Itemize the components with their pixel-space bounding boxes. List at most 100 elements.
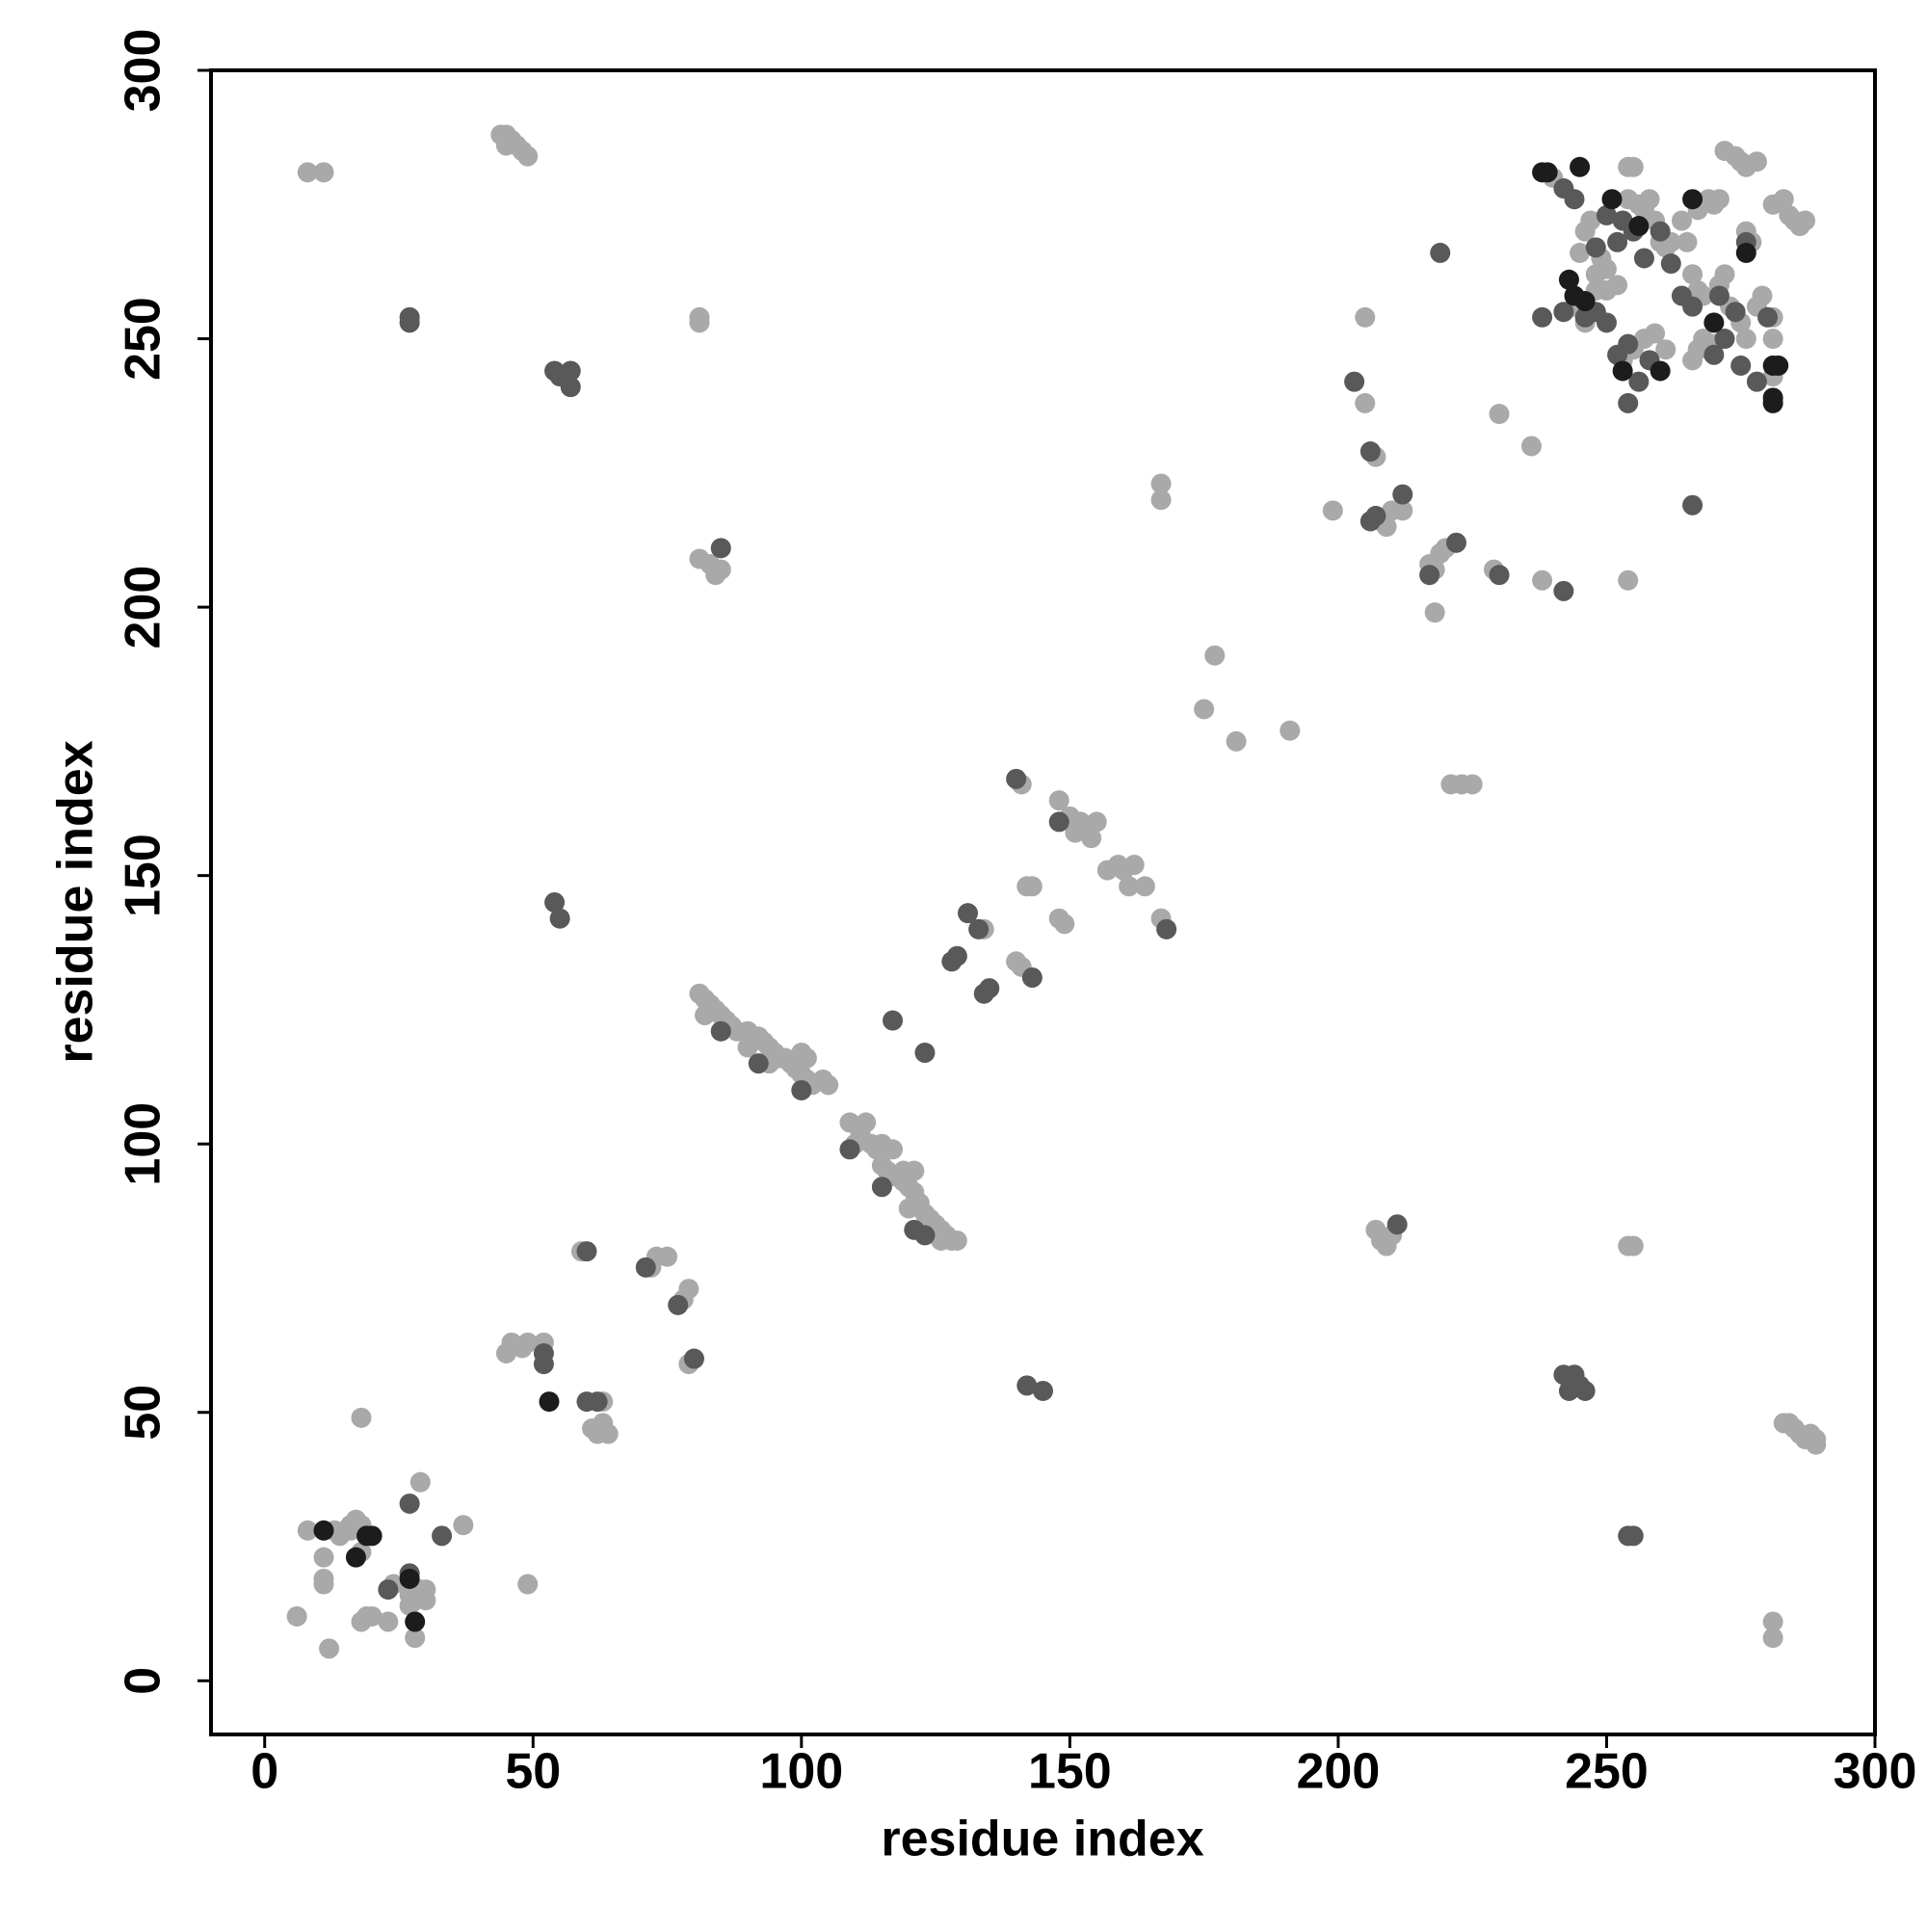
point [1628, 216, 1650, 237]
point [1355, 306, 1376, 328]
point [1703, 344, 1725, 365]
point [1762, 329, 1783, 350]
point [549, 908, 570, 929]
point [710, 1020, 731, 1042]
point [1762, 1611, 1783, 1632]
point [1462, 774, 1483, 795]
point [544, 892, 566, 913]
point [1537, 162, 1558, 183]
point [1650, 221, 1671, 242]
point [1768, 355, 1789, 376]
point [1746, 151, 1767, 172]
x-tick-label: 250 [1565, 1744, 1649, 1800]
point [495, 135, 516, 156]
point [1762, 1628, 1783, 1649]
point [1806, 1434, 1827, 1455]
y-tick-label: 50 [116, 1385, 172, 1441]
point [351, 1407, 372, 1428]
point [1424, 602, 1445, 623]
point [1520, 436, 1542, 457]
point [539, 1391, 560, 1413]
point [1682, 264, 1703, 285]
point [710, 538, 731, 559]
y-tick-label: 0 [116, 1667, 172, 1695]
point [1532, 569, 1553, 591]
y-tick-label: 200 [116, 566, 172, 649]
point [1773, 189, 1794, 210]
point [1134, 876, 1155, 897]
point [1676, 231, 1698, 252]
point [946, 1230, 967, 1251]
point [453, 1515, 474, 1536]
point [405, 1611, 426, 1632]
y-tick-label: 250 [116, 297, 172, 381]
point [1623, 1525, 1644, 1547]
point [313, 1547, 334, 1568]
point [560, 377, 581, 398]
point [319, 1638, 340, 1659]
point [914, 1042, 936, 1063]
point [361, 1525, 383, 1547]
point [1580, 210, 1601, 231]
point [1033, 1380, 1053, 1401]
point [1746, 371, 1767, 392]
point [1570, 242, 1591, 263]
point [1392, 484, 1413, 505]
point [1607, 275, 1628, 296]
point [1558, 1380, 1579, 1401]
point [1081, 828, 1102, 849]
point [1006, 768, 1027, 789]
point [1280, 720, 1301, 741]
point [1682, 494, 1703, 516]
point [1119, 876, 1140, 897]
point [1553, 580, 1574, 601]
point [1585, 237, 1606, 258]
point [286, 1605, 307, 1627]
x-tick-label: 300 [1834, 1744, 1917, 1800]
point [689, 306, 710, 328]
point [409, 1471, 431, 1493]
y-axis-label: residue index [48, 740, 104, 1063]
point [1655, 339, 1676, 360]
point [378, 1611, 399, 1632]
point [345, 1547, 366, 1568]
point [1359, 441, 1381, 463]
point [1671, 210, 1692, 231]
point [1564, 189, 1585, 210]
point [1762, 387, 1783, 409]
point [1639, 189, 1660, 210]
point [1048, 790, 1069, 811]
point [883, 1139, 904, 1160]
point [1682, 296, 1703, 317]
point [904, 1160, 925, 1181]
point [695, 1004, 716, 1025]
point [914, 1225, 936, 1246]
point [587, 1391, 608, 1413]
point [968, 918, 990, 940]
point [1730, 355, 1752, 376]
point [1021, 966, 1043, 988]
point [871, 1177, 892, 1198]
point [1618, 569, 1639, 591]
point [517, 1332, 539, 1353]
point [399, 1568, 420, 1589]
point [517, 1574, 539, 1595]
point [399, 306, 420, 328]
point [883, 1010, 904, 1031]
y-tick-label: 100 [116, 1102, 172, 1186]
x-axis-label: residue index [881, 1812, 1203, 1867]
point [1714, 264, 1735, 285]
point [1489, 565, 1510, 586]
point [1123, 855, 1145, 876]
point [1322, 500, 1343, 521]
point [1703, 312, 1725, 333]
point [737, 1037, 758, 1058]
y-tick-label: 300 [116, 29, 172, 113]
point [1735, 329, 1756, 350]
point [1574, 291, 1596, 312]
point [1355, 392, 1376, 413]
point [635, 1257, 656, 1278]
point [1687, 279, 1708, 301]
point [1150, 473, 1172, 494]
